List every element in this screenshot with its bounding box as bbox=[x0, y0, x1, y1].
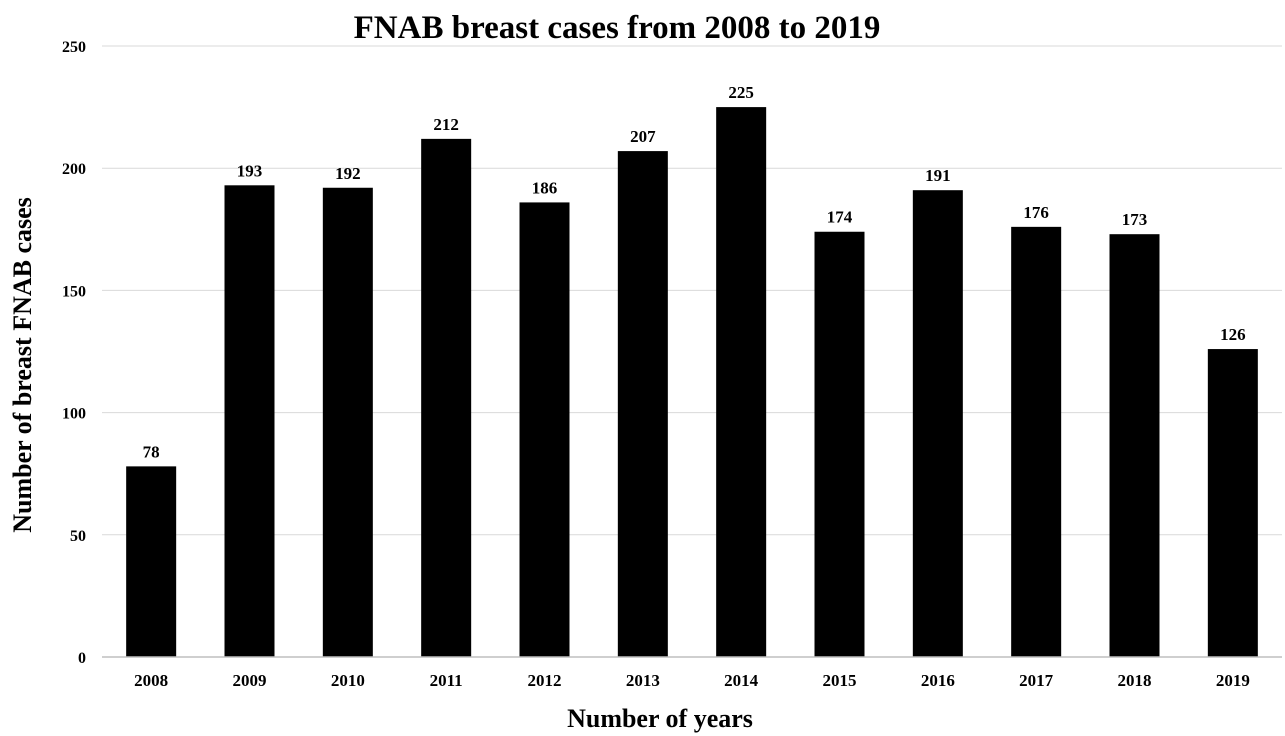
data-label-2017: 176 bbox=[1023, 203, 1049, 222]
x-tick-label: 2018 bbox=[1118, 671, 1152, 690]
data-label-2016: 191 bbox=[925, 166, 951, 185]
bar-2009 bbox=[224, 185, 275, 658]
x-tick-labels: 2008 2009 2010 2011 2012 2013 2014 2015 2016 2017… bbox=[134, 671, 1250, 690]
x-tick-label: 2010 bbox=[331, 671, 365, 690]
x-tick-label: 2011 bbox=[430, 671, 463, 690]
x-tick-label: 2019 bbox=[1216, 671, 1250, 690]
data-label-2015: 174 bbox=[827, 208, 853, 227]
bar-2008 bbox=[126, 466, 177, 657]
bar-2011 bbox=[421, 138, 472, 657]
bar-2019 bbox=[1207, 349, 1258, 657]
data-label-2012: 186 bbox=[532, 178, 558, 197]
gridlines bbox=[102, 45, 1282, 536]
y-tick-label: 150 bbox=[62, 283, 86, 300]
x-tick-label: 2017 bbox=[1019, 671, 1054, 690]
data-label-2008: 78 bbox=[143, 442, 160, 461]
y-tick-label: 200 bbox=[62, 161, 86, 178]
bar-2016 bbox=[912, 190, 963, 658]
data-label-2009: 193 bbox=[237, 161, 263, 180]
bar-2017 bbox=[1011, 226, 1062, 657]
data-label-2018: 173 bbox=[1122, 210, 1148, 229]
data-label-2013: 207 bbox=[630, 127, 656, 146]
bar-2018 bbox=[1109, 234, 1160, 658]
data-label-2019: 126 bbox=[1220, 325, 1246, 344]
x-tick-label: 2014 bbox=[724, 671, 759, 690]
chart-title: FNAB breast cases from 2008 to 2019 bbox=[353, 10, 881, 46]
y-tick-label: 50 bbox=[70, 528, 86, 545]
bar-2014 bbox=[716, 107, 767, 658]
bar-2013 bbox=[617, 151, 668, 658]
data-label-2014: 225 bbox=[728, 83, 754, 102]
x-tick-label: 2008 bbox=[134, 671, 168, 690]
x-tick-label: 2015 bbox=[823, 671, 857, 690]
data-label-2011: 212 bbox=[433, 115, 459, 134]
bar-2012 bbox=[519, 202, 570, 657]
x-tick-label: 2009 bbox=[233, 671, 267, 690]
bars bbox=[126, 107, 1258, 658]
x-tick-label: 2012 bbox=[528, 671, 562, 690]
y-tick-label: 100 bbox=[62, 406, 86, 423]
x-tick-label: 2016 bbox=[921, 671, 955, 690]
x-tick-label: 2013 bbox=[626, 671, 660, 690]
x-axis-label: Number of years bbox=[567, 704, 753, 733]
bar-2015 bbox=[814, 231, 865, 657]
data-labels: 78 193 192 212 186 207 225 174 191 176 173 126 bbox=[143, 83, 1246, 461]
bar-2010 bbox=[322, 187, 373, 657]
y-tick-label: 250 bbox=[62, 39, 86, 56]
y-tick-labels: 0 50 100 150 200 250 bbox=[62, 39, 86, 667]
y-tick-label: 0 bbox=[78, 650, 86, 667]
data-label-2010: 192 bbox=[335, 164, 361, 183]
